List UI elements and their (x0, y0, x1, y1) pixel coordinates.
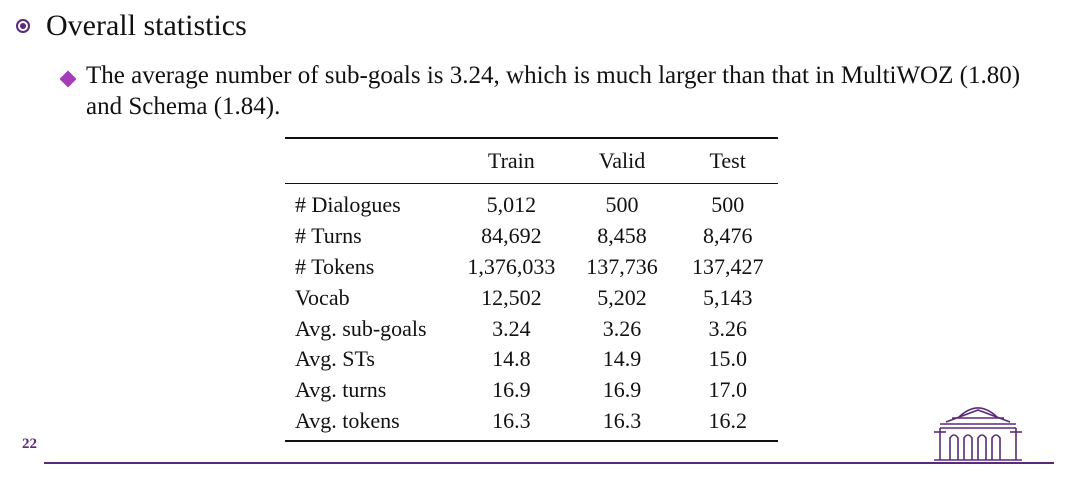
cell-train: 3.24 (492, 315, 531, 341)
row-label: # Turns (295, 223, 362, 249)
cell-train: 1,376,033 (467, 253, 556, 279)
diamond-bullet-icon (59, 70, 77, 88)
cell-valid: 137,736 (586, 253, 658, 279)
rotunda-logo-icon (934, 407, 1022, 461)
table-row: # Turns 84,692 8,458 8,476 (285, 221, 778, 252)
cell-train: 16.9 (492, 377, 531, 403)
row-label: Avg. sub-goals (295, 315, 427, 341)
cell-valid: 16.3 (602, 407, 642, 433)
table-row: Vocab 12,502 5,202 5,143 (285, 282, 778, 313)
cell-valid: 14.9 (602, 346, 642, 372)
cell-test: 3.26 (708, 315, 747, 341)
cell-test: 137,427 (691, 253, 764, 279)
cell-valid: 3.26 (602, 315, 642, 341)
column-header (285, 138, 456, 184)
cell-train: 84,692 (481, 223, 542, 249)
cell-valid: 500 (605, 192, 639, 218)
cell-train: 14.8 (492, 346, 531, 372)
cell-test: 500 (711, 192, 745, 218)
cell-valid: 5,202 (597, 284, 647, 310)
table-row: # Tokens 1,376,033 137,736 137,427 (285, 252, 778, 283)
table-row: Avg. STs 14.8 14.9 15.0 (285, 344, 778, 375)
column-header-valid: Valid (598, 148, 646, 173)
bullet-point: The average number of sub-goals is 3.24,… (58, 60, 1058, 122)
cell-valid: 16.9 (602, 377, 642, 403)
slide-title: Overall statistics (46, 9, 247, 42)
page-number: 22 (22, 436, 37, 452)
row-label: # Dialogues (295, 192, 401, 218)
cell-valid: 8,458 (597, 223, 647, 249)
table-header-row: Train Valid Test (285, 138, 778, 184)
cell-test: 17.0 (708, 377, 747, 403)
table-row: Avg. tokens 16.3 16.3 16.2 (285, 406, 778, 442)
circle-dot-bullet-icon (16, 19, 30, 33)
cell-test: 5,143 (702, 284, 753, 310)
column-header-test: Test (709, 148, 746, 173)
row-label: Avg. STs (295, 346, 375, 372)
cell-test: 16.2 (708, 407, 747, 433)
bullet-text: The average number of sub-goals is 3.24,… (86, 62, 1021, 120)
cell-train: 5,012 (486, 192, 537, 218)
column-header-train: Train (487, 148, 535, 173)
slide-header: Overall statistics (16, 6, 247, 46)
cell-train: 16.3 (492, 407, 531, 433)
row-label: Avg. tokens (295, 407, 400, 433)
cell-test: 8,476 (702, 223, 753, 249)
cell-test: 15.0 (708, 346, 747, 372)
row-label: Avg. turns (295, 377, 387, 403)
cell-train: 12,502 (481, 284, 542, 310)
row-label: # Tokens (295, 253, 375, 279)
table-row: Avg. turns 16.9 16.9 17.0 (285, 375, 778, 406)
row-label: Vocab (295, 284, 350, 310)
table-row: # Dialogues 5,012 500 500 (285, 184, 778, 221)
footer-divider (44, 462, 1054, 464)
statistics-table: Train Valid Test # Dialogues 5,012 500 5… (285, 137, 778, 442)
table-row: Avg. sub-goals 3.24 3.26 3.26 (285, 313, 778, 344)
